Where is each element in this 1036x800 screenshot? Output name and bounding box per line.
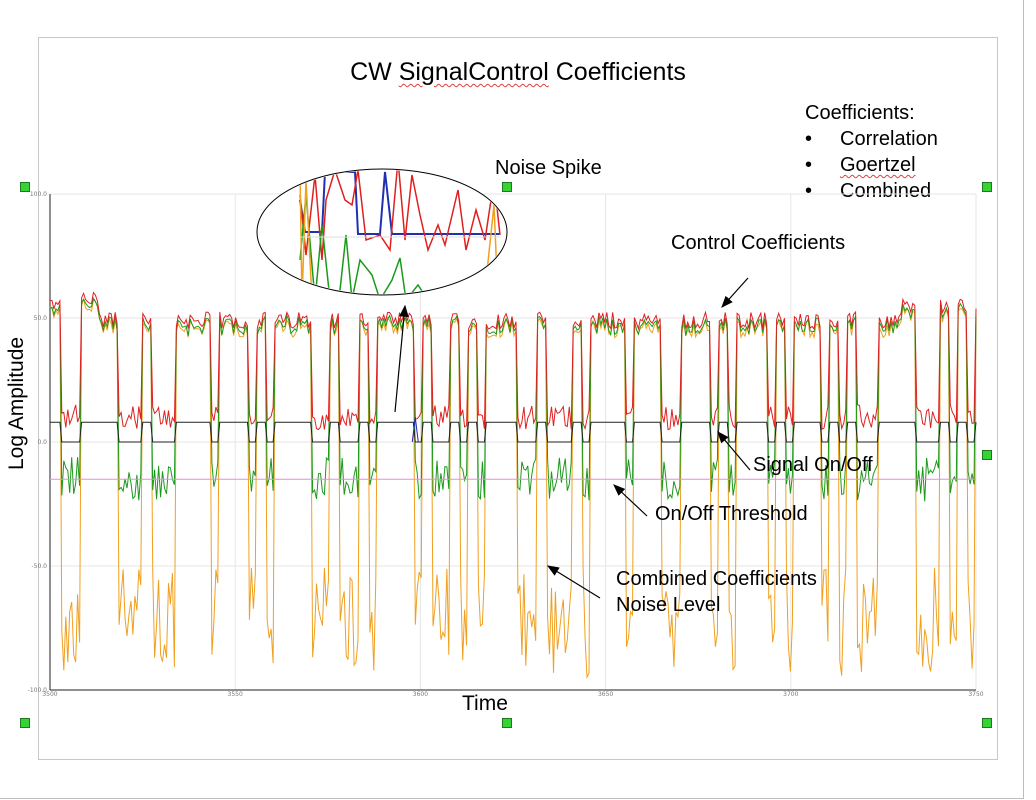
x-tick-label: 3600 (413, 691, 428, 698)
legend-item-goertzel-label: Goertzel (840, 154, 916, 176)
zoom-goertzel-line (299, 194, 429, 294)
series-line-combined (49, 298, 977, 680)
chart-title: CW SignalControl Coefficients (0, 58, 1036, 87)
arrow-signal-on-off (717, 431, 751, 471)
x-tick-label: 3750 (968, 691, 983, 698)
title-part-1: CW (350, 58, 399, 86)
legend-item-correlation: Correlation (805, 126, 938, 152)
y-tick-label: 50.0 (34, 315, 48, 322)
annotation-signal-on-off: Signal On/Off (753, 454, 873, 476)
resize-handle-bottom-left[interactable] (20, 718, 30, 728)
legend: Coefficients: Correlation Goertzel Combi… (805, 100, 938, 204)
y-tick-label: 100.0 (30, 191, 47, 198)
y-tick-label: 0.0 (37, 439, 47, 446)
resize-handle-top-center[interactable] (502, 182, 512, 192)
annotation-control-coefficients: Control Coefficients (671, 232, 846, 254)
chart-frame (38, 37, 998, 760)
legend-item-goertzel: Goertzel (805, 152, 938, 178)
annotation-noise-level: Noise Level (616, 594, 721, 616)
x-tick-label: 3550 (228, 691, 243, 698)
x-tick-label: 3650 (598, 691, 613, 698)
annotation-combined-coefficients: Combined Coefficients (616, 568, 817, 590)
resize-handle-top-right[interactable] (982, 182, 992, 192)
legend-title: Coefficients: (805, 102, 915, 124)
y-axis-label: Log Amplitude (5, 336, 28, 470)
y-tick-label: -100.0 (28, 687, 48, 694)
noise-spike-mark (411, 417, 419, 443)
arrow-combined-coefficients (546, 565, 601, 599)
zoom-correlation-line (299, 170, 501, 261)
resize-handle-top-left[interactable] (20, 182, 30, 192)
series-line-correlation (49, 291, 977, 431)
series-line-signal-on-off (50, 421, 977, 443)
resize-handle-bottom-right[interactable] (982, 718, 992, 728)
legend-item-combined: Combined (805, 178, 938, 204)
resize-handle-bottom-center[interactable] (502, 718, 512, 728)
x-axis-label: Time (462, 692, 508, 715)
zoom-signal-line (299, 171, 500, 235)
y-tick-label: -50.0 (31, 563, 47, 570)
x-tick-label: 3500 (42, 691, 57, 698)
title-part-3: Coefficients (548, 58, 686, 86)
zoom-callout-ellipse (256, 168, 508, 296)
arrow-noise-spike (394, 304, 409, 413)
resize-handle-middle-right[interactable] (982, 450, 992, 460)
x-tick-label: 3700 (783, 691, 798, 698)
arrow-threshold (613, 484, 648, 517)
arrow-control-coefficients (721, 277, 749, 308)
annotation-noise-spike: Noise Spike (495, 157, 602, 179)
title-part-2: SignalControl (398, 58, 549, 86)
annotation-threshold: On/Off Threshold (655, 503, 808, 525)
